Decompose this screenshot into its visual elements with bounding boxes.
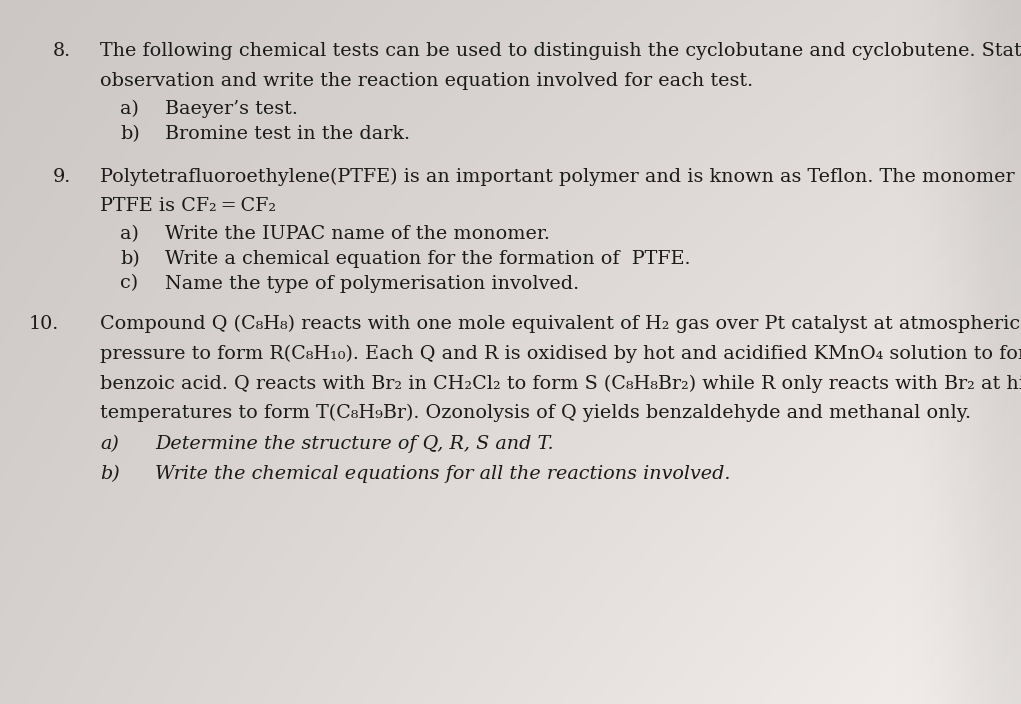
Text: 9.: 9. — [53, 168, 71, 186]
Text: observation and write the reaction equation involved for each test.: observation and write the reaction equat… — [100, 72, 753, 90]
Text: Write the IUPAC name of the monomer.: Write the IUPAC name of the monomer. — [165, 225, 550, 244]
Text: PTFE is CF₂ = CF₂: PTFE is CF₂ = CF₂ — [100, 197, 277, 215]
Text: Compound Q (C₈H₈) reacts with one mole equivalent of H₂ gas over Pt catalyst at : Compound Q (C₈H₈) reacts with one mole e… — [100, 315, 1020, 333]
Text: b): b) — [120, 250, 140, 268]
Text: The following chemical tests can be used to distinguish the cyclobutane and cycl: The following chemical tests can be used… — [100, 42, 1021, 61]
Text: b): b) — [120, 125, 140, 144]
Text: a): a) — [120, 225, 139, 244]
Text: pressure to form R(C₈H₁₀). Each Q and R is oxidised by hot and acidified KMnO₄ s: pressure to form R(C₈H₁₀). Each Q and R … — [100, 345, 1021, 363]
Text: 8.: 8. — [53, 42, 71, 61]
Text: c): c) — [120, 275, 139, 293]
Text: Polytetrafluoroethylene(PTFE) is an important polymer and is known as Teflon. Th: Polytetrafluoroethylene(PTFE) is an impo… — [100, 168, 1021, 186]
Text: benzoic acid. Q reacts with Br₂ in CH₂Cl₂ to form S (C₈H₈Br₂) while R only react: benzoic acid. Q reacts with Br₂ in CH₂Cl… — [100, 375, 1021, 393]
Text: 10.: 10. — [29, 315, 59, 333]
Text: a): a) — [120, 100, 139, 118]
Text: b): b) — [100, 465, 119, 483]
Text: Baeyer’s test.: Baeyer’s test. — [165, 100, 298, 118]
Text: temperatures to form T(C₈H₉Br). Ozonolysis of Q yields benzaldehyde and methanal: temperatures to form T(C₈H₉Br). Ozonolys… — [100, 404, 971, 422]
Text: Write a chemical equation for the formation of  PTFE.: Write a chemical equation for the format… — [165, 250, 691, 268]
Text: Name the type of polymerisation involved.: Name the type of polymerisation involved… — [165, 275, 580, 293]
Text: Write the chemical equations for all the reactions involved.: Write the chemical equations for all the… — [155, 465, 731, 483]
Text: a): a) — [100, 435, 118, 453]
Text: Determine the structure of Q, R, S and T.: Determine the structure of Q, R, S and T… — [155, 435, 553, 453]
Text: Bromine test in the dark.: Bromine test in the dark. — [165, 125, 410, 144]
